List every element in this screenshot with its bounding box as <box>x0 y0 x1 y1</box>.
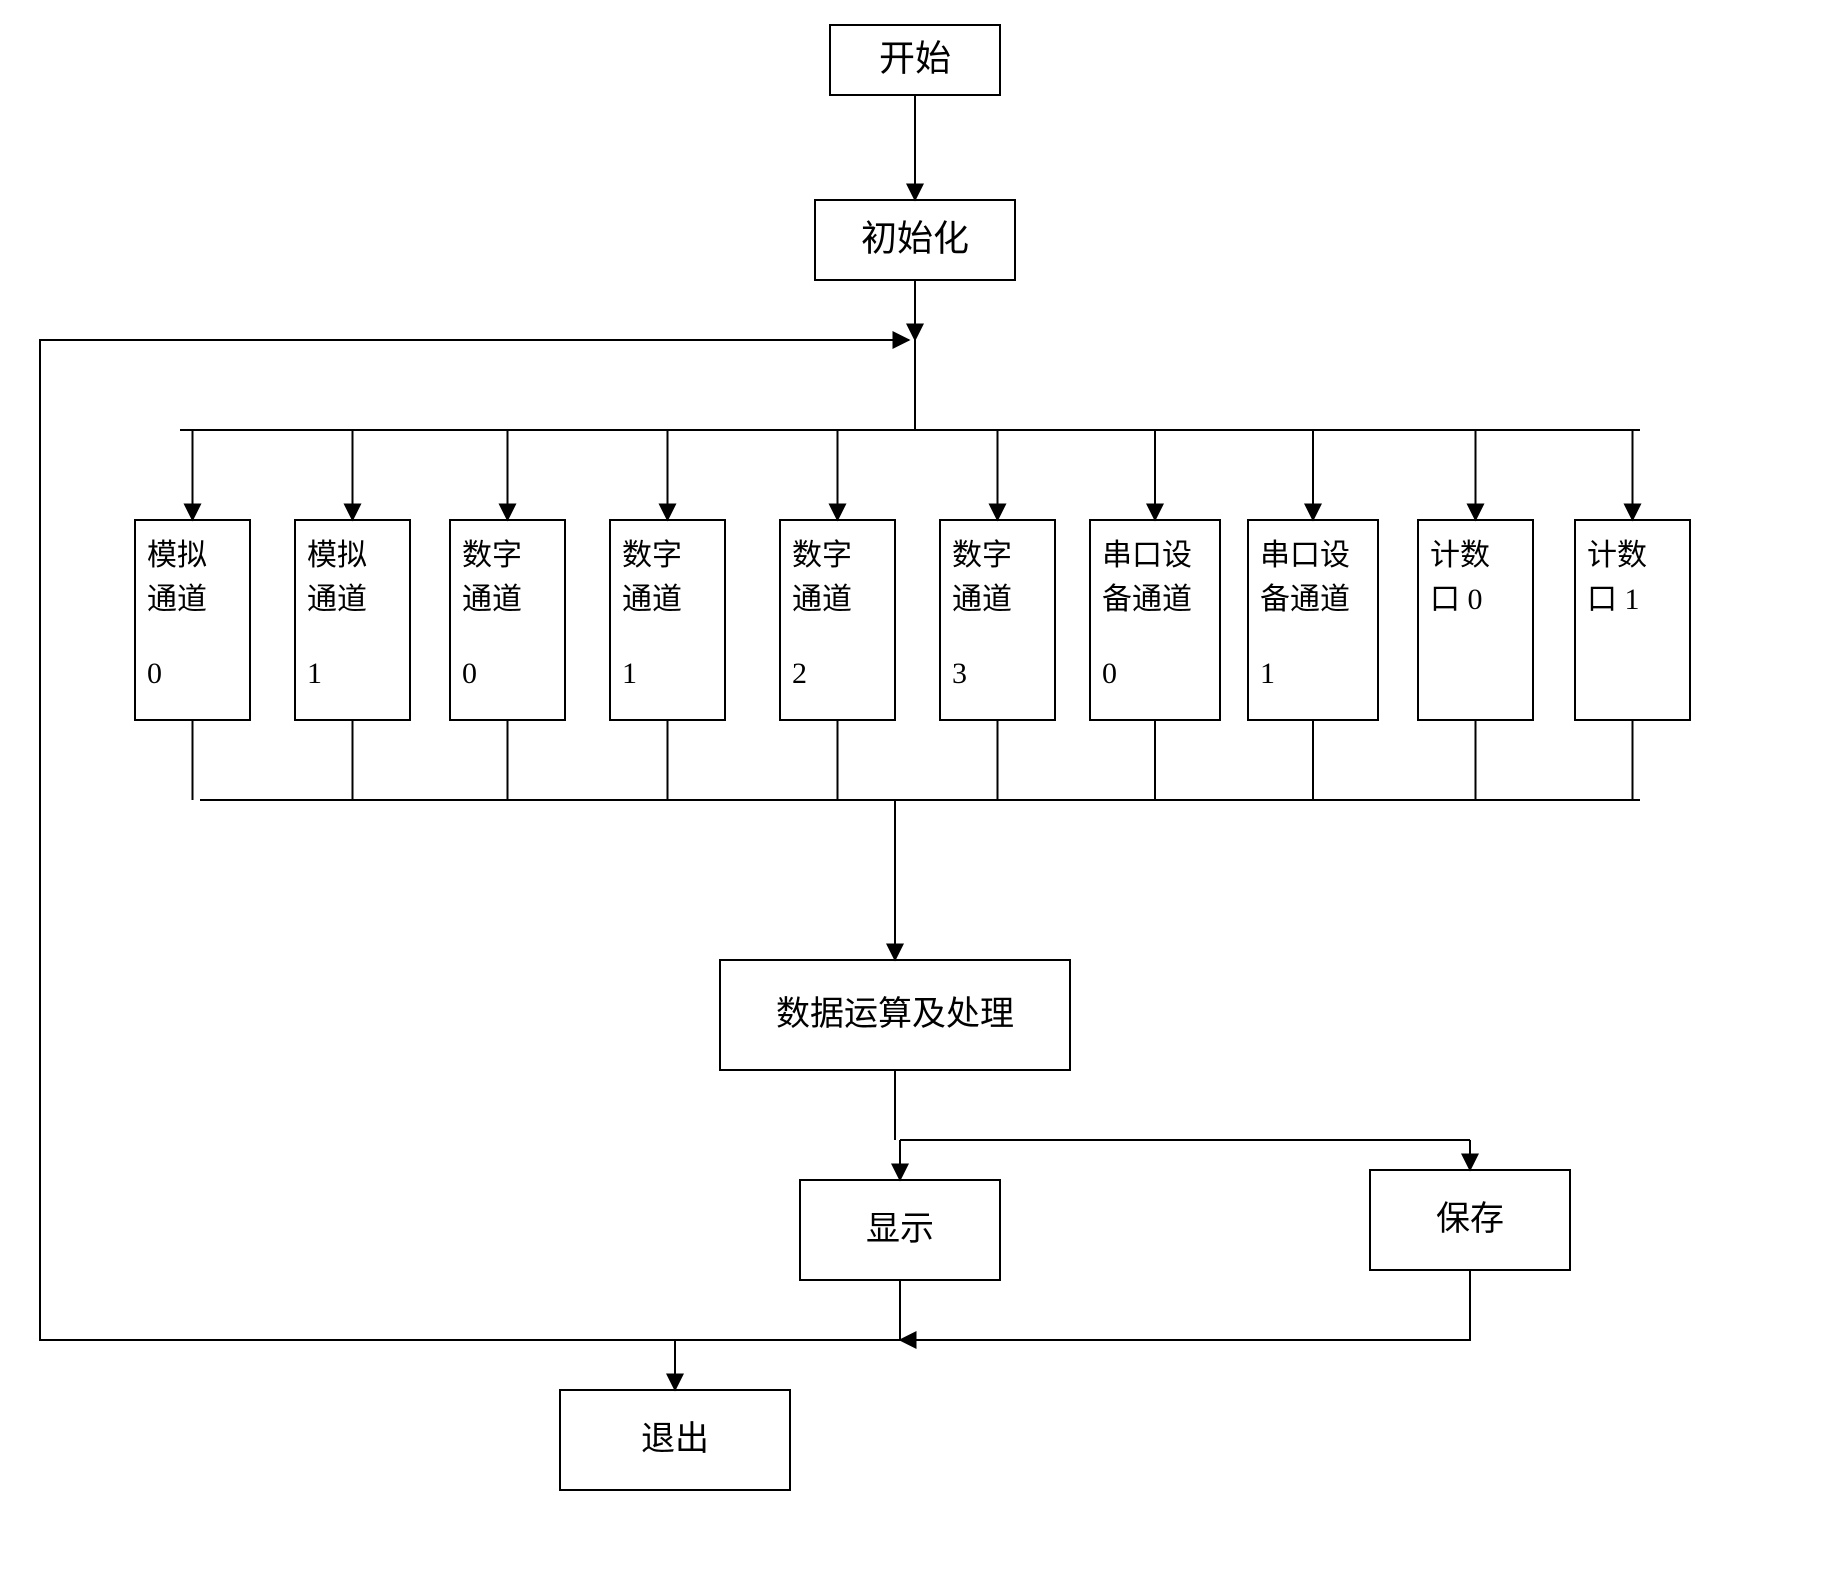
edge-bus-exit <box>675 1340 900 1390</box>
label-ch4-l3: 2 <box>792 657 807 690</box>
label-ch8-l1: 计数 <box>1430 539 1490 572</box>
label-ch3-l3: 1 <box>622 657 637 690</box>
label-ch9-l1: 计数 <box>1587 539 1647 572</box>
label-ch9-l2: 口 1 <box>1587 583 1640 616</box>
label-ch7-l2: 备通道 <box>1260 583 1350 616</box>
label-ch3-l1: 数字 <box>622 539 682 572</box>
label-ch1-l3: 1 <box>307 657 322 690</box>
label-ch2-l3: 0 <box>462 657 477 690</box>
label-start: 开始 <box>879 38 951 78</box>
label-ch8-l2: 口 0 <box>1430 583 1483 616</box>
label-proc: 数据运算及处理 <box>776 995 1014 1033</box>
label-ch0-l3: 0 <box>147 657 162 690</box>
label-ch5-l1: 数字 <box>952 539 1012 572</box>
label-ch5-l3: 3 <box>952 657 967 690</box>
label-ch4-l1: 数字 <box>792 539 852 572</box>
label-exit: 退出 <box>641 1420 709 1458</box>
label-display: 显示 <box>866 1211 934 1248</box>
label-ch6-l2: 备通道 <box>1102 583 1192 616</box>
label-ch0-l2: 通道 <box>147 583 207 616</box>
label-ch5-l2: 通道 <box>952 583 1012 616</box>
label-ch1-l2: 通道 <box>307 583 367 616</box>
label-ch2-l1: 数字 <box>462 539 522 572</box>
label-ch4-l2: 通道 <box>792 583 852 616</box>
label-ch7-l3: 1 <box>1260 657 1275 690</box>
label-ch1-l1: 模拟 <box>307 539 367 572</box>
label-ch3-l2: 通道 <box>622 583 682 616</box>
label-ch2-l2: 通道 <box>462 583 522 616</box>
label-ch7-l1: 串口设 <box>1260 539 1350 572</box>
label-save: 保存 <box>1436 1200 1504 1238</box>
label-ch6-l3: 0 <box>1102 657 1117 690</box>
label-ch6-l1: 串口设 <box>1102 539 1192 572</box>
label-init: 初始化 <box>861 218 969 258</box>
edge-loop-back <box>40 340 909 1340</box>
label-ch0-l1: 模拟 <box>147 539 207 572</box>
